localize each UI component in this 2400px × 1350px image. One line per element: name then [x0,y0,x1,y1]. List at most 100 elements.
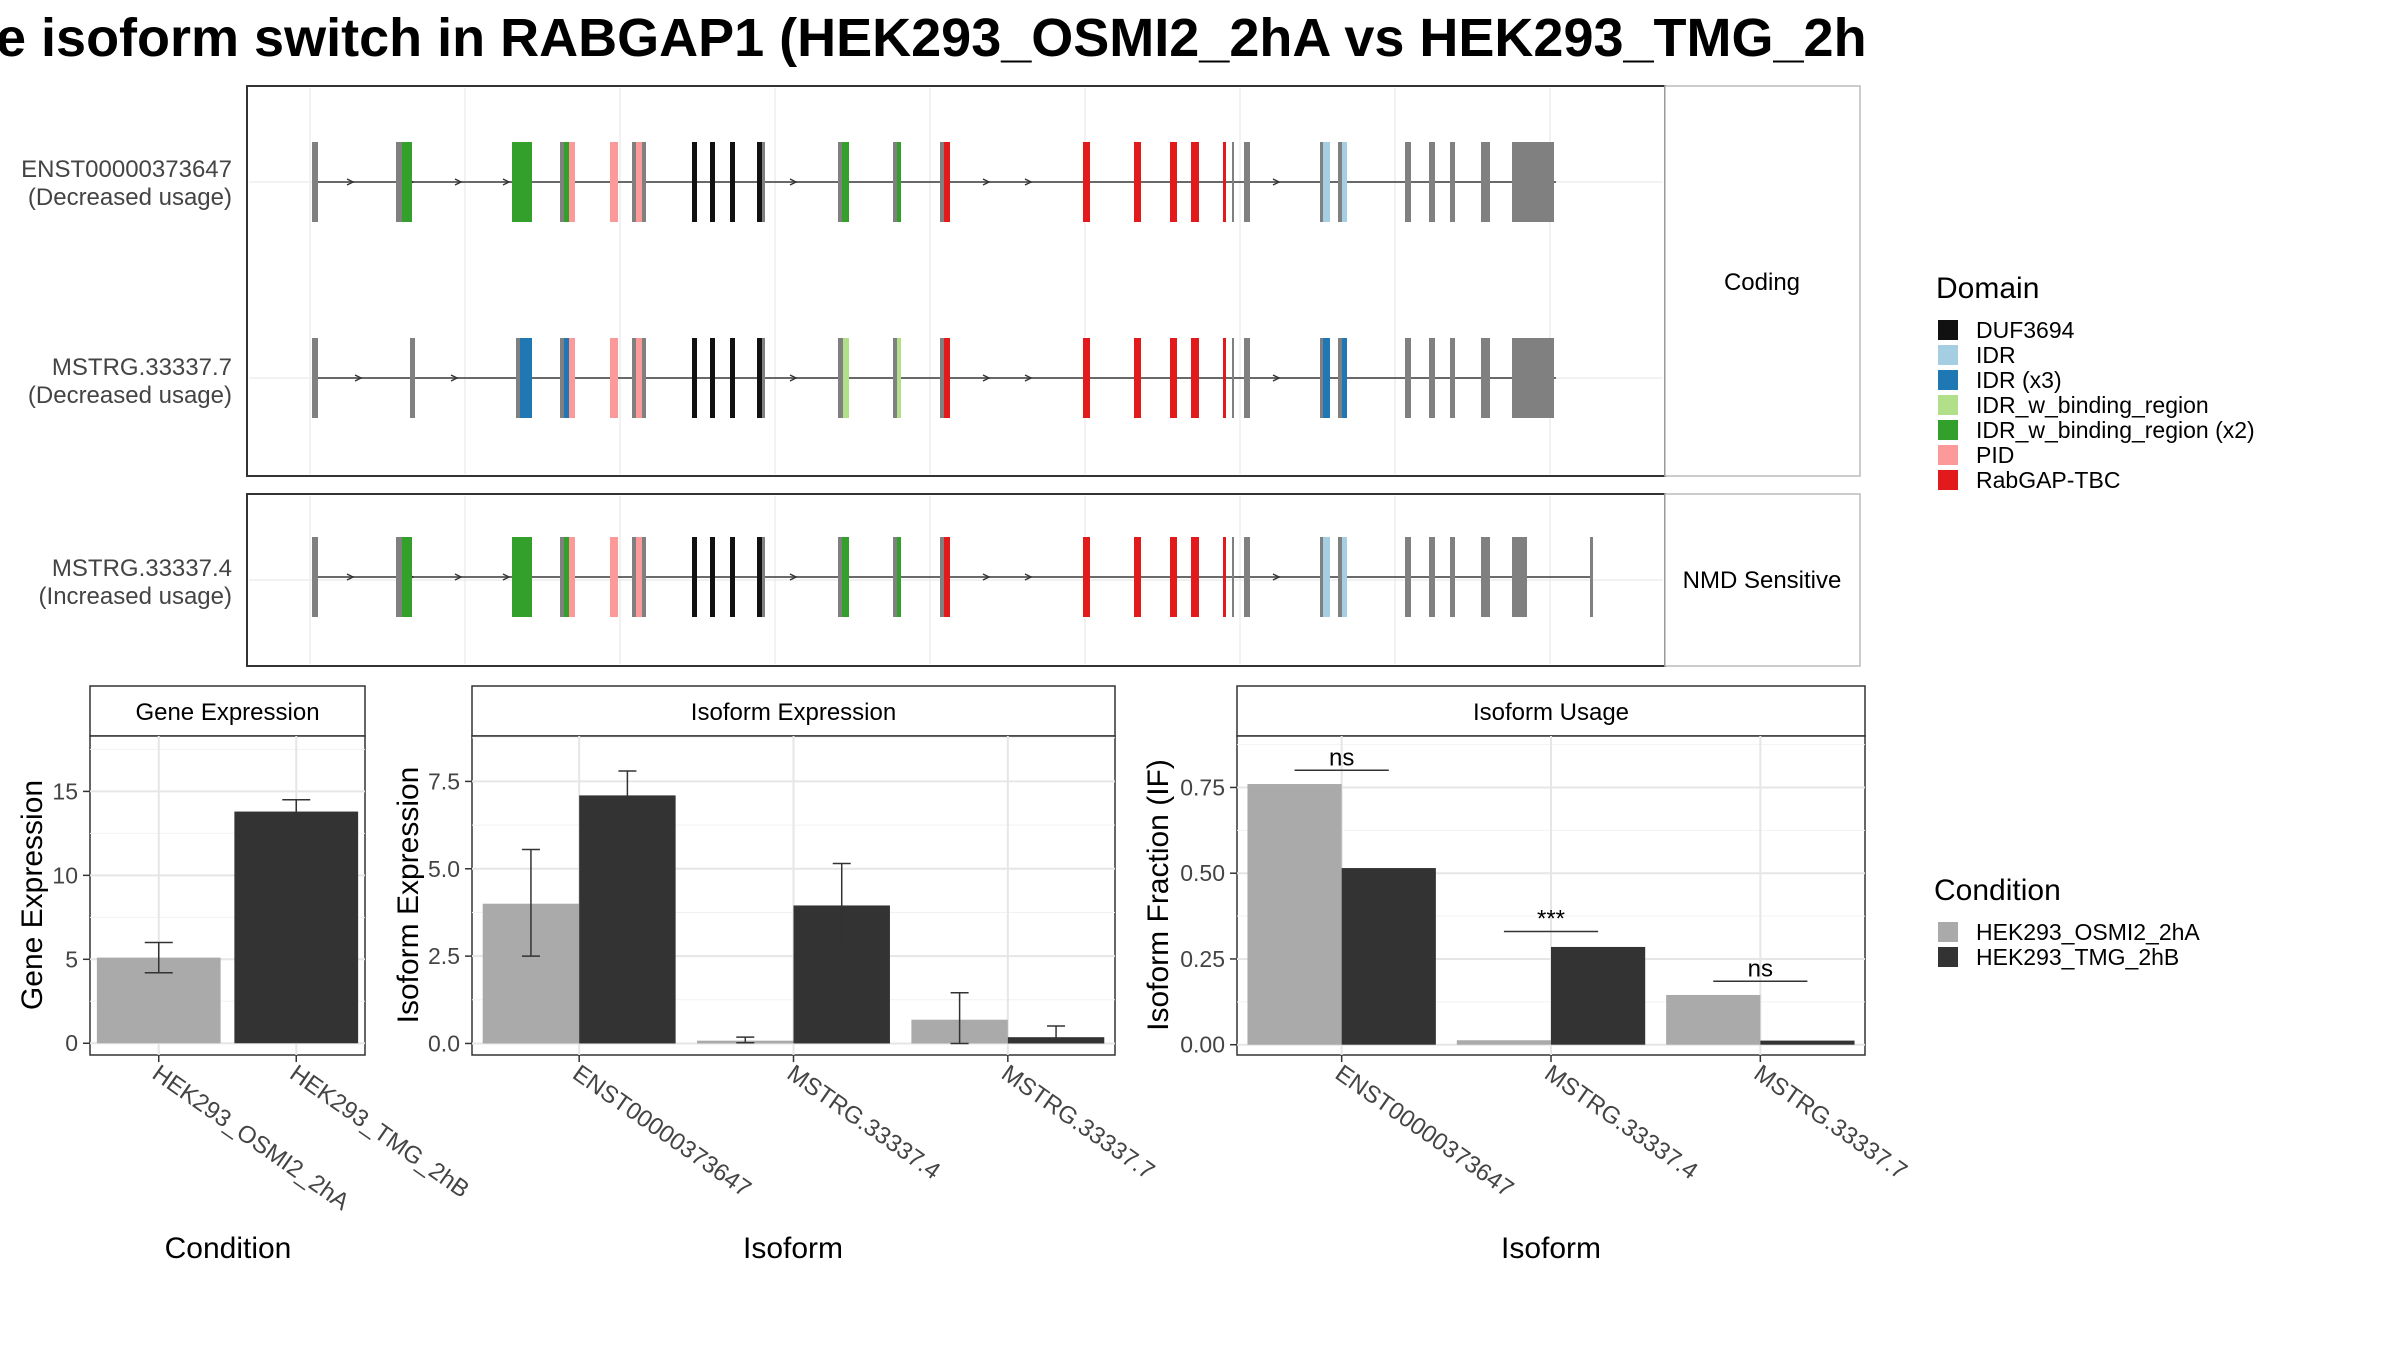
domain-block [1170,142,1177,222]
domain-block [636,338,642,418]
chart-strip [1236,685,1866,737]
direction-arrow [450,374,459,382]
direction-arrow [1272,573,1281,581]
transcript-usage-2: (Decreased usage) [28,382,232,409]
domain-block [402,537,412,617]
exon-block [632,537,636,617]
direction-arrow [789,178,798,186]
direction-arrow [346,178,355,186]
chart-2: Isoform Expression0.02.55.07.5ENST000003… [392,685,1159,1265]
exon-block [940,142,944,222]
bar [1341,868,1436,1045]
significance-label: ns [1748,955,1773,982]
domain-block [564,142,569,222]
exon-block [940,537,944,617]
exon-block [1320,537,1323,617]
chart-title: Gene Expression [135,699,319,726]
domain-block [564,537,569,617]
exon-block [560,537,564,617]
domain-block [512,537,532,617]
exon-block [1405,142,1411,222]
exon-block [1481,537,1490,617]
direction-arrow [502,573,511,581]
domain-block [1134,537,1141,617]
domain-block [710,142,715,222]
direction-arrow [1024,178,1033,186]
domain-block [1170,338,1177,418]
exon-block [1450,537,1455,617]
exon-block [1518,338,1554,418]
y-tick-label: 0.0 [428,1030,460,1056]
domain-block [610,142,618,222]
transcript-row-1 [312,142,1556,222]
domain-block [692,338,697,418]
exon-block [560,142,564,222]
transcript-structure-plot: Coding NMD Sensitive ENST00000373647 (De… [21,85,1861,667]
domain-block [1342,537,1347,617]
domain-block [842,537,849,617]
exon-block [893,338,897,418]
domain-block [1191,537,1199,617]
significance-label: *** [1537,906,1565,933]
bar [1760,1040,1855,1045]
x-tick-label: MSTRG.33337.7 [996,1060,1159,1185]
exon-block [1320,338,1323,418]
domain-block [520,338,532,418]
chart-title: Isoform Usage [1473,699,1629,726]
exon-block [1338,537,1342,617]
bar [1456,1040,1551,1045]
condition-legend-label: HEK293_TMG_2hB [1976,944,2179,970]
domain-legend-key [1938,370,1958,390]
x-tick-label: MSTRG.33337.7 [1749,1060,1912,1185]
domain-block [757,338,762,418]
transcript-label-2: MSTRG.33337.7 [52,354,232,381]
exon-block [893,142,897,222]
domain-block [897,142,901,222]
domain-block [1134,142,1141,222]
domain-block [1083,142,1090,222]
x-axis-title: Isoform [1501,1232,1601,1265]
exon-block [312,537,318,617]
domain-block [1323,142,1330,222]
domain-block [692,537,697,617]
domain-block [1083,537,1090,617]
exon-block [762,537,765,617]
exon-block [1590,537,1593,617]
domain-block [1323,338,1330,418]
y-tick-label: 0.50 [1180,860,1225,886]
domain-block [569,142,575,222]
domain-block [710,537,715,617]
direction-arrow [346,573,355,581]
transcript-label-1: ENST00000373647 [21,156,232,183]
transcript-usage-3: (Increased usage) [39,583,232,610]
domain-block [1323,537,1330,617]
x-axis-title: Isoform [743,1232,843,1265]
y-tick-label: 0.75 [1180,774,1225,800]
domain-block [757,537,762,617]
exon-block [1450,338,1455,418]
exon-block [1429,142,1435,222]
direction-arrow [789,374,798,382]
domain-block [1191,142,1199,222]
exon-block [642,338,646,418]
direction-arrow [789,573,798,581]
direction-arrow [1272,178,1281,186]
direction-arrow [982,178,991,186]
domain-legend-key [1938,395,1958,415]
domain-block [1223,338,1226,418]
direction-arrow [1272,374,1281,382]
x-tick-label: ENST00000373647 [568,1060,756,1203]
domain-block [1223,537,1226,617]
y-tick-label: 0 [65,1030,78,1056]
direction-arrow [454,573,463,581]
domain-legend-key [1938,445,1958,465]
coding-panel [246,85,1666,477]
direction-arrow [354,374,363,382]
facet-label-nmd: NMD Sensitive [1683,567,1842,594]
facet-label-coding: Coding [1724,269,1800,296]
bar [1666,994,1761,1045]
domain-legend-label: IDR_w_binding_region (x2) [1976,417,2255,443]
domain-block [944,537,950,617]
domain-block [1134,338,1141,418]
